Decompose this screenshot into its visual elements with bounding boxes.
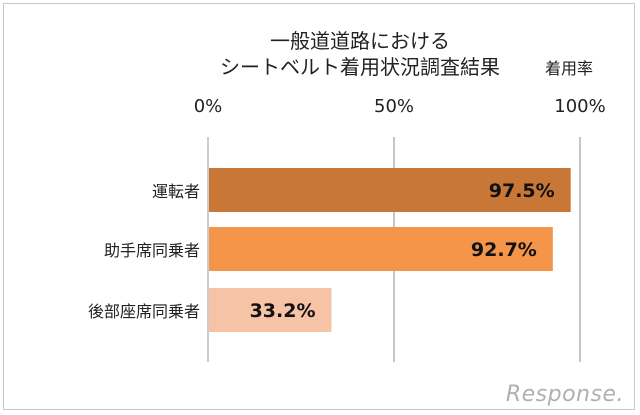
unit-label: 着用率 (545, 59, 594, 78)
category-label-front-passenger: 助手席同乗者 (103, 241, 200, 260)
x-tick-0: 0% (193, 96, 223, 117)
chart-title-line-2: シートベルト着用状況調査結果 (220, 55, 500, 79)
x-tick-100: 100% (554, 96, 606, 117)
x-tick-50: 50% (373, 96, 415, 117)
bar-value-label-2: 92.7% (471, 239, 537, 261)
bar-value-label-3: 33.2% (250, 300, 316, 322)
bar-value-label-1: 97.5% (489, 180, 555, 202)
response-logo: Response. (505, 382, 624, 407)
bar-1 (209, 168, 571, 212)
chart-title-line-1: 一般道道路における (270, 29, 450, 53)
bar-2 (209, 227, 553, 271)
category-label-rear-passenger: 後部座席同乗者 (87, 302, 200, 321)
bar-3 (209, 288, 332, 332)
category-label-driver: 運転者 (151, 182, 200, 201)
